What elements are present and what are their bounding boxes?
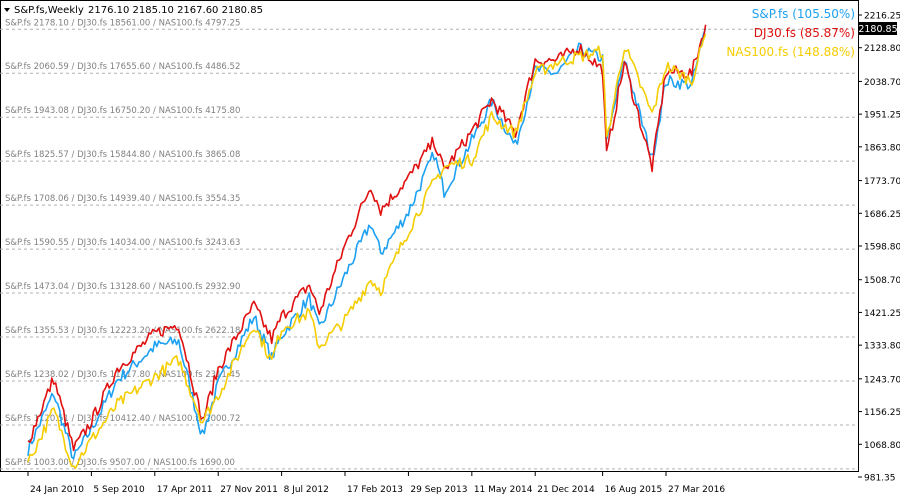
time-tick-label: 17 Apr 2011: [157, 485, 213, 495]
legend-nas100: NAS100.fs (148.88%): [726, 45, 855, 59]
grid: [0, 28, 858, 470]
legend: S&P.fs (105.50%) DJ30.fs (85.87%) NAS100…: [726, 7, 855, 59]
price-tick-label: 1068.80: [864, 441, 900, 451]
price-tick-label: 1773.70: [864, 177, 900, 187]
plot-area: [0, 0, 859, 472]
level-label: S&P.fs 2060.59 / DJ30.fs 17655.60 / NAS1…: [5, 62, 240, 72]
current-price-label: 2180.85: [858, 24, 897, 35]
time-tick-label: 11 May 2014: [474, 485, 533, 495]
time-tick-label: 21 Dec 2014: [537, 485, 595, 495]
price-tick-label: 1421.25: [864, 309, 900, 319]
price-tick-label: 2128.80: [864, 44, 900, 54]
price-tick-label: 1951.25: [864, 111, 900, 121]
time-tick-label: 8 Jul 2012: [284, 485, 329, 495]
time-tick-label: 27 Nov 2011: [220, 485, 278, 495]
series-line-spfs: [27, 28, 707, 460]
price-tick-label: 2038.70: [864, 78, 900, 88]
dropdown-triangle-icon[interactable]: [4, 8, 10, 12]
time-tick-label: 16 Aug 2015: [605, 485, 663, 495]
level-label: S&P.fs 1355.53 / DJ30.fs 12223.20 / NAS1…: [5, 326, 240, 336]
price-tick-label: 1333.80: [864, 342, 900, 352]
level-label: S&P.fs 1825.57 / DJ30.fs 15844.80 / NAS1…: [5, 150, 240, 160]
price-tick-label: 1686.25: [864, 210, 900, 220]
current-price-box: [859, 22, 897, 35]
series-lines: [27, 24, 707, 469]
legend-dj30: DJ30.fs (85.87%): [754, 26, 855, 40]
time-tick-label: 24 Jan 2010: [30, 485, 84, 495]
price-axis: 2216.25 2128.80 2038.70 1951.25 1863.80 1773.…: [858, 12, 900, 484]
ohlc-values: 2176.10 2185.10 2167.60 2180.85: [88, 5, 263, 16]
price-tick-label: 1243.70: [864, 375, 900, 385]
time-tick-label: 29 Sep 2013: [410, 485, 467, 495]
current-price-marker: 2180.85: [858, 22, 898, 35]
level-label: S&P.fs 2178.10 / DJ30.fs 18561.00 / NAS1…: [5, 18, 240, 28]
price-tick-label: 981.35: [864, 474, 896, 484]
price-tick-label: 1863.80: [864, 143, 900, 153]
time-axis: 24 Jan 2010 5 Sep 2010 17 Apr 2011 27 Nov 2…: [27, 471, 725, 495]
series-line-nas100fs: [27, 33, 707, 469]
level-label: S&P.fs 1473.04 / DJ30.fs 13128.60 / NAS1…: [5, 282, 240, 292]
chart-header: S&P.fs,Weekly 2176.10 2185.10 2167.60 21…: [4, 5, 263, 16]
time-tick-label: 27 Mar 2016: [668, 485, 725, 495]
price-tick-label: 1598.80: [864, 243, 900, 253]
price-tick-label: 2216.25: [864, 12, 900, 22]
price-tick-label: 1156.25: [864, 408, 900, 418]
legend-sp: S&P.fs (105.50%): [752, 7, 855, 21]
time-tick-label: 17 Feb 2013: [347, 485, 403, 495]
level-label: S&P.fs 1120.51 / DJ30.fs 10412.40 / NAS1…: [5, 414, 240, 424]
level-label: S&P.fs 1003.00 / DJ30.fs 9507.00 / NAS10…: [5, 458, 235, 468]
level-label: S&P.fs 1590.55 / DJ30.fs 14034.00 / NAS1…: [5, 238, 240, 248]
price-tick-label: 1508.70: [864, 276, 900, 286]
series-line-dj30fs: [27, 24, 707, 452]
level-label: S&P.fs 1708.06 / DJ30.fs 14939.40 / NAS1…: [5, 194, 240, 204]
symbol-timeframe: S&P.fs,Weekly: [14, 5, 84, 16]
time-tick-label: 5 Sep 2010: [93, 485, 145, 495]
level-label: S&P.fs 1943.08 / DJ30.fs 16750.20 / NAS1…: [5, 106, 240, 116]
